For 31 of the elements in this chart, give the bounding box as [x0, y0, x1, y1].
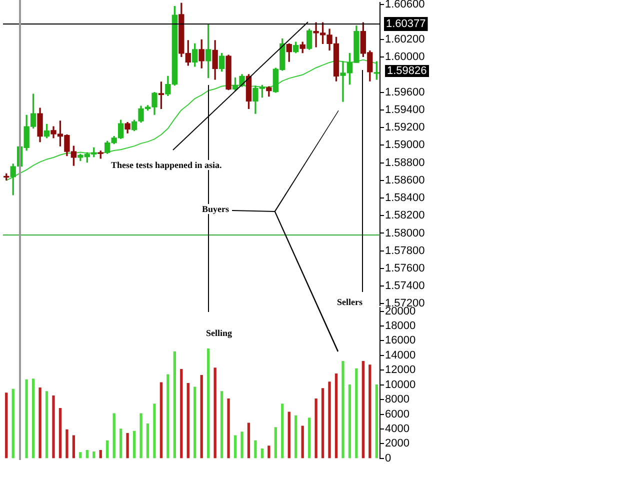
y-tick-label: 1.58000 [385, 227, 425, 240]
y-tick-label: 1.60600 [385, 0, 425, 10]
y-tick-label: 1.59200 [385, 122, 425, 134]
y-tick-label: 16000 [385, 334, 416, 347]
ref-line-label: 1.60377 [386, 18, 426, 30]
y-tick-label: 18000 [385, 320, 416, 332]
text: 1.59826 [385, 65, 429, 77]
y-tick-label: 12000 [385, 364, 416, 376]
y-tick-label: 1.57400 [385, 280, 425, 292]
y-tick-label: 1.59400 [385, 104, 425, 116]
y-tick-label: 1.59600 [385, 86, 425, 98]
y-tick-label: 10000 [385, 378, 416, 391]
y-tick-label: 1.58600 [385, 174, 425, 186]
y-tick-label: 0 [385, 452, 392, 464]
annotation: These tests happened in asia. [110, 160, 223, 170]
y-tick-label: 8000 [385, 394, 410, 406]
y-tick-label: 1.58400 [385, 192, 425, 204]
annotation: Selling [205, 328, 234, 338]
y-tick-label: 1.59000 [385, 139, 425, 152]
y-tick-label: 1.57600 [385, 262, 425, 274]
y-tick-label: 6000 [385, 408, 410, 420]
y-tick-label: 2000 [385, 438, 410, 450]
annotation: Sellers [336, 297, 364, 307]
y-tick-label: 1.60200 [385, 34, 425, 46]
annotation: Buyers [201, 204, 230, 214]
y-tick-label: 1.58200 [385, 210, 425, 222]
y-tick-label: 14000 [385, 349, 416, 362]
y-tick-label: 1.60000 [385, 51, 425, 64]
y-tick-label: 1.58800 [385, 156, 425, 169]
y-tick-label: 1.57800 [385, 244, 425, 257]
y-tick-label: 4000 [385, 423, 410, 436]
